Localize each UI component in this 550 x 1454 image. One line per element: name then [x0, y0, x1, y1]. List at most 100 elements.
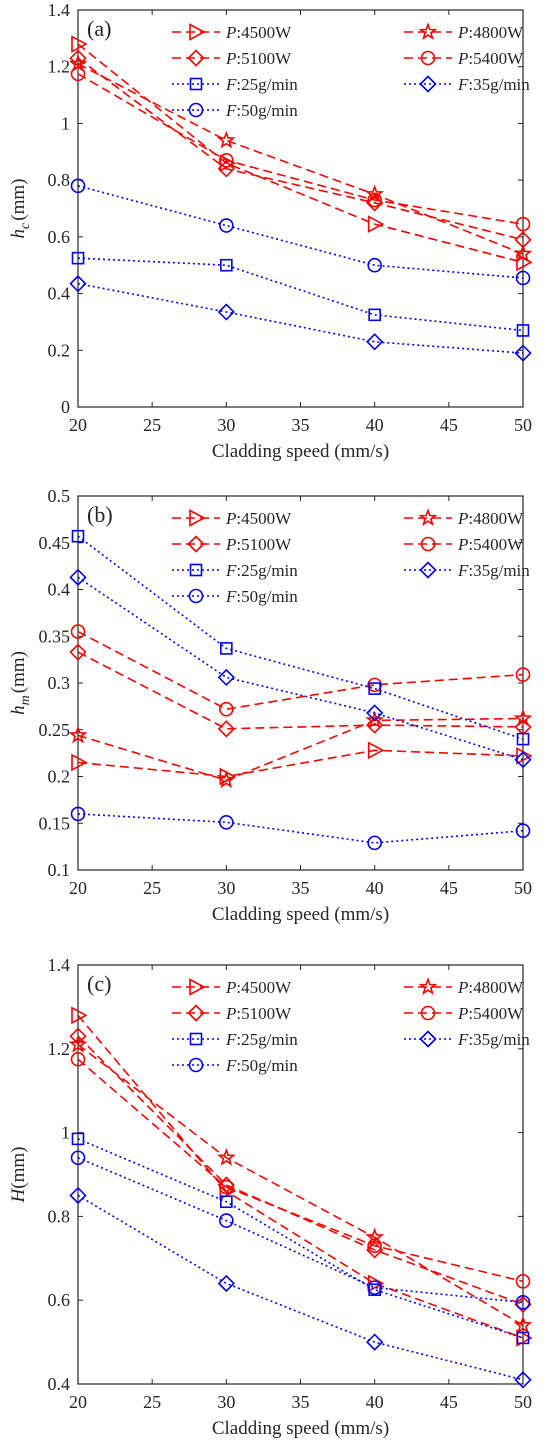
x-tick-label: 45	[440, 415, 458, 435]
series-line	[77, 1194, 524, 1381]
data-point	[366, 1241, 384, 1259]
series-line	[77, 1138, 524, 1339]
x-tick-label: 50	[514, 1392, 532, 1412]
series-p-5100w	[69, 1027, 532, 1314]
series-line	[77, 43, 524, 264]
series-line	[77, 185, 524, 279]
legend-marker	[189, 23, 206, 41]
data-point	[220, 642, 233, 655]
data-point	[514, 718, 532, 736]
data-point	[70, 624, 86, 639]
legend-marker	[189, 77, 203, 91]
data-point	[70, 1051, 86, 1067]
data-point	[219, 701, 234, 717]
series-line	[77, 1035, 524, 1306]
series-line	[77, 1043, 524, 1327]
panel-label: (b)	[87, 502, 113, 527]
y-tick-label: 0.4	[48, 1374, 71, 1394]
data-point	[69, 275, 87, 293]
data-point	[367, 215, 385, 233]
data-point	[69, 643, 87, 661]
legend-entry: P:4500W	[172, 978, 292, 997]
legend-marker	[419, 561, 437, 579]
series-line	[77, 1014, 524, 1339]
y-tick-label: 0.15	[39, 813, 71, 833]
series-line	[77, 535, 524, 740]
data-point	[515, 270, 531, 286]
legend-label: P:4500W	[225, 23, 292, 42]
legend-entry: P:5100W	[172, 1004, 292, 1023]
data-point	[217, 303, 235, 321]
data-point	[514, 1371, 532, 1389]
legend-label: F:50g/min	[225, 101, 298, 120]
x-tick-label: 30	[217, 878, 235, 898]
data-point	[219, 1179, 234, 1195]
series-line	[77, 813, 524, 844]
legend-label: P:4800W	[457, 978, 524, 997]
data-point	[366, 1333, 384, 1351]
series-p-4800w	[68, 1034, 533, 1334]
x-tick-label: 20	[69, 1392, 87, 1412]
legend-marker	[187, 535, 205, 553]
legend-marker	[187, 1004, 205, 1022]
legend-entry: P:4800W	[404, 508, 524, 528]
series-line	[77, 1058, 524, 1283]
data-point	[365, 710, 385, 729]
y-axis-label: hm(mm)	[8, 651, 33, 715]
x-tick-label: 20	[69, 415, 87, 435]
y-tick-label: 1.2	[48, 57, 71, 77]
x-tick-label: 40	[366, 878, 384, 898]
series-f-25g-min	[71, 1132, 530, 1345]
legend-marker	[418, 508, 438, 526]
y-tick-label: 0.45	[39, 533, 71, 553]
data-point	[367, 1238, 382, 1254]
legend-marker	[189, 1032, 203, 1046]
legend-entry: F:35g/min	[404, 1030, 530, 1049]
legend-entry: F:50g/min	[172, 1056, 298, 1075]
legend-label: P:5100W	[225, 49, 292, 68]
data-point	[514, 751, 532, 769]
series-line	[77, 630, 524, 711]
legend-entry: F:25g/min	[172, 1030, 298, 1049]
series-p-5400w	[70, 624, 531, 717]
series-line	[77, 282, 524, 354]
data-point	[70, 806, 86, 822]
data-point	[217, 668, 235, 687]
x-axis-label: Cladding speed (mm/s)	[212, 904, 389, 925]
legend-label: F:35g/min	[457, 75, 530, 94]
x-tick-label: 45	[440, 878, 458, 898]
data-point	[513, 1315, 533, 1334]
data-point	[365, 184, 385, 203]
x-axis-label: Cladding speed (mm/s)	[212, 1418, 389, 1439]
series-line	[77, 749, 524, 778]
x-tick-label: 30	[217, 1392, 235, 1412]
data-point	[368, 682, 381, 695]
legend-entry: F:35g/min	[404, 561, 530, 580]
legend-entry: F:50g/min	[172, 101, 298, 120]
legend-label: F:50g/min	[225, 587, 298, 606]
data-point	[219, 815, 234, 830]
y-tick-label: 1	[61, 113, 70, 133]
series-f-50g-min	[70, 178, 531, 286]
legend-entry: P:5400W	[404, 49, 524, 68]
legend-label: F:50g/min	[225, 1056, 298, 1075]
data-point	[514, 1295, 532, 1314]
y-tick-label: 0.2	[48, 340, 71, 360]
data-point	[219, 1213, 234, 1228]
data-point	[220, 1195, 233, 1209]
legend-marker	[419, 75, 437, 93]
y-axis-label: hc(mm)	[8, 179, 33, 239]
legend-label: P:5400W	[457, 49, 524, 68]
data-point	[69, 49, 87, 67]
data-point	[68, 725, 88, 744]
legend-marker	[420, 536, 436, 552]
legend-label: P:5100W	[225, 535, 292, 554]
data-point	[516, 324, 530, 337]
x-tick-label: 40	[366, 415, 384, 435]
data-point	[514, 344, 532, 362]
data-point	[219, 218, 234, 233]
data-point	[367, 257, 382, 273]
data-point	[69, 1186, 87, 1205]
data-point	[219, 152, 234, 168]
legend-entry: F:50g/min	[172, 587, 298, 606]
